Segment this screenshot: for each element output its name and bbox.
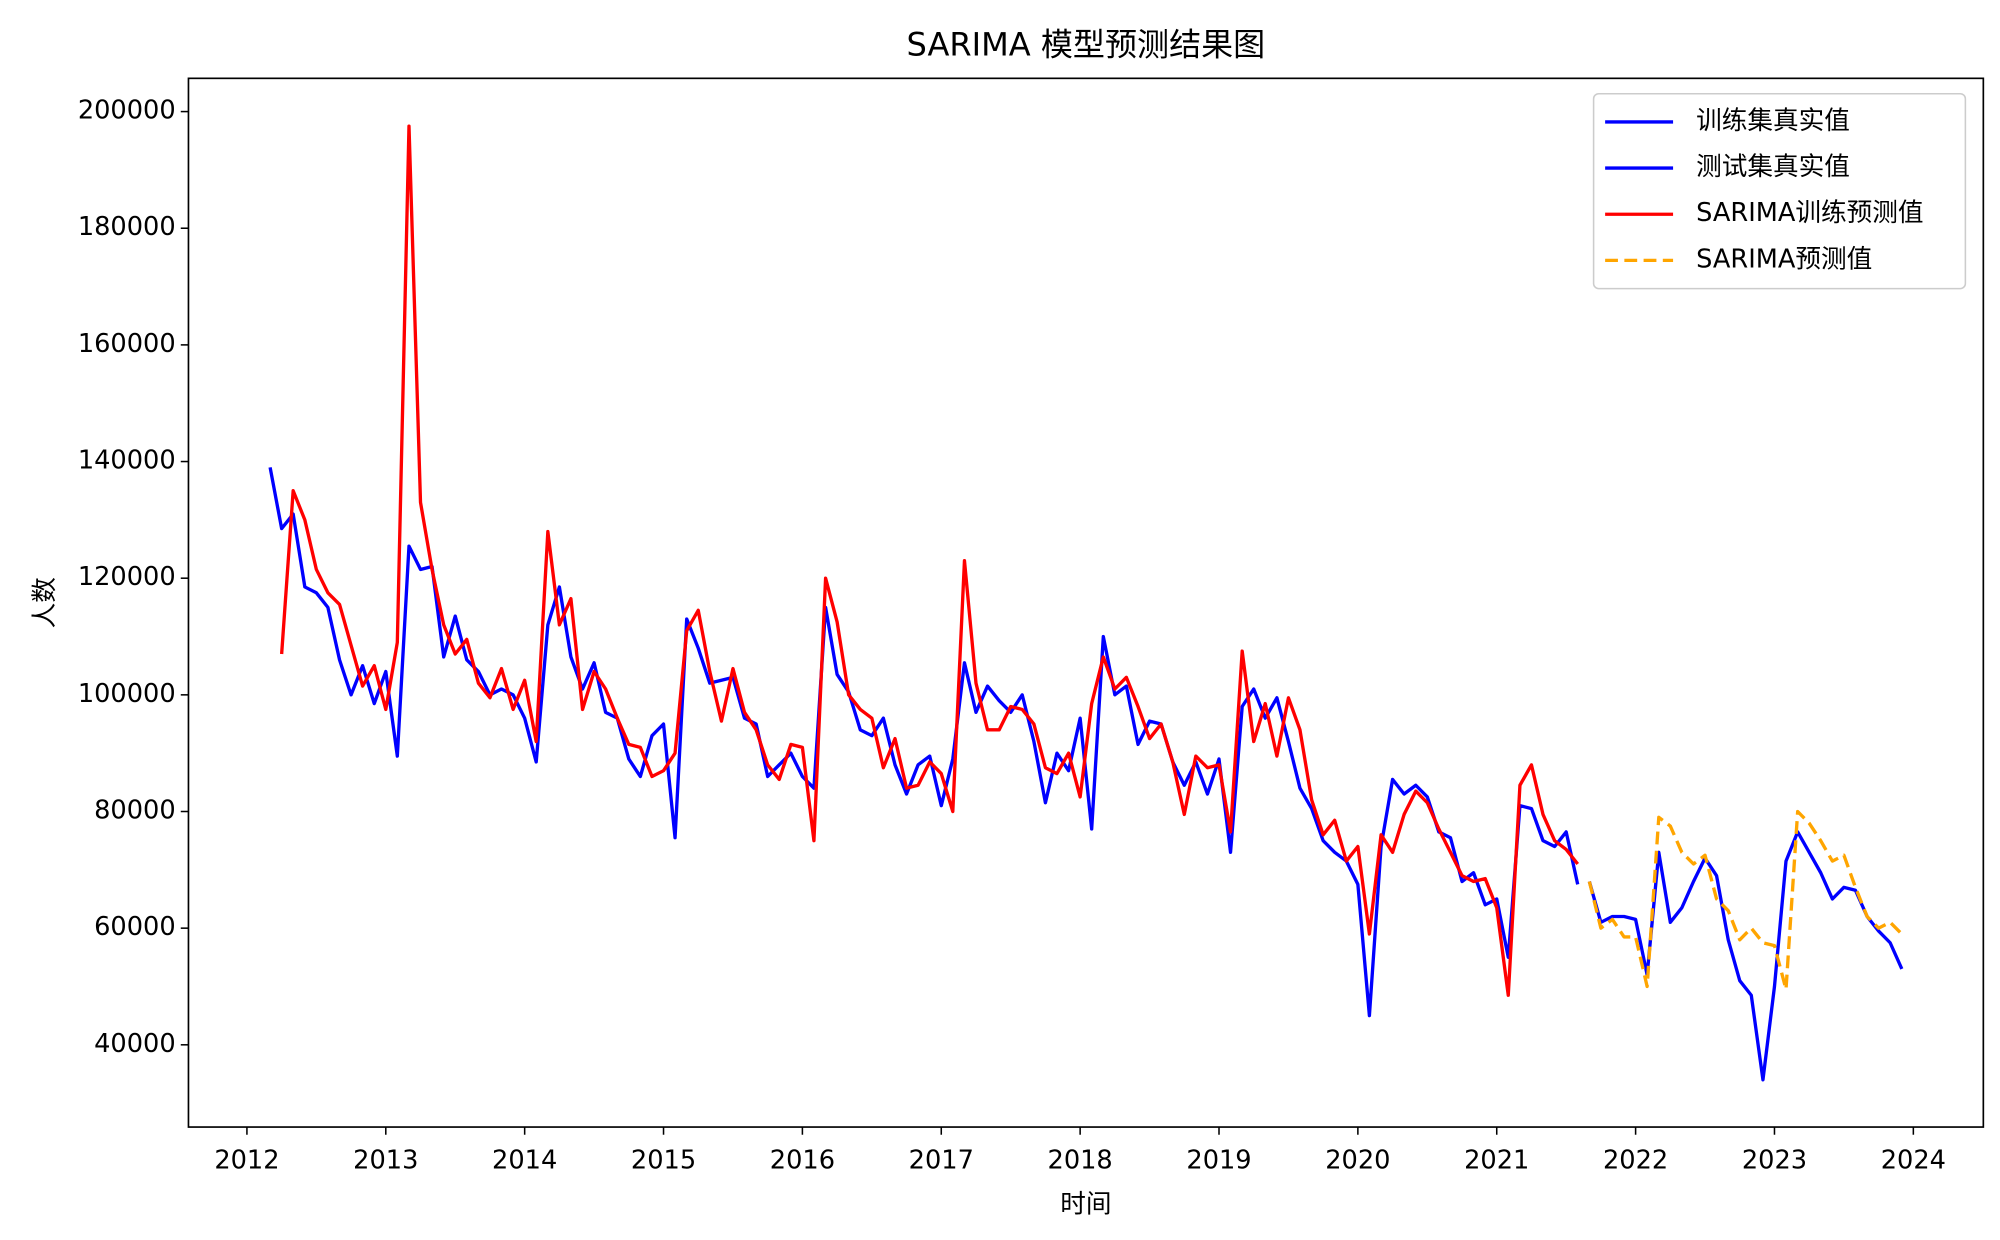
x-tick-label: 2018 bbox=[1048, 1146, 1113, 1176]
x-tick-label: 2022 bbox=[1603, 1146, 1668, 1176]
y-tick-label: 120000 bbox=[78, 562, 176, 592]
y-tick-label: 140000 bbox=[78, 446, 176, 476]
series-line bbox=[1587, 809, 1903, 992]
y-tick-label: 160000 bbox=[78, 329, 176, 359]
chart-title: SARIMA 模型预测结果图 bbox=[907, 25, 1266, 63]
x-tick-label: 2023 bbox=[1742, 1146, 1807, 1176]
series-line bbox=[1587, 830, 1904, 1082]
plot-frame bbox=[187, 77, 1985, 1128]
y-tick-label: 40000 bbox=[94, 1029, 176, 1059]
y-tick-label: 60000 bbox=[94, 912, 176, 942]
x-tick-label: 2019 bbox=[1186, 1146, 1251, 1176]
legend-label: SARIMA训练预测值 bbox=[1696, 198, 1923, 228]
legend-label: SARIMA预测值 bbox=[1696, 244, 1872, 274]
y-axis-label: 人数 bbox=[30, 577, 60, 628]
x-tick-label: 2020 bbox=[1325, 1146, 1390, 1176]
y-tick-label: 200000 bbox=[78, 96, 176, 126]
y-tick-label: 180000 bbox=[78, 212, 176, 242]
x-tick-label: 2016 bbox=[770, 1146, 835, 1176]
legend-label: 测试集真实值 bbox=[1696, 152, 1850, 182]
x-tick-label: 2021 bbox=[1464, 1146, 1529, 1176]
y-tick-label: 100000 bbox=[78, 679, 176, 709]
x-tick-label: 2015 bbox=[631, 1146, 696, 1176]
x-tick-label: 2017 bbox=[909, 1146, 974, 1176]
series-line bbox=[279, 124, 1580, 997]
x-tick-label: 2012 bbox=[214, 1146, 279, 1176]
x-tick-label: 2014 bbox=[492, 1146, 557, 1176]
legend-label: 训练集真实值 bbox=[1696, 106, 1850, 136]
y-tick-label: 80000 bbox=[94, 796, 176, 826]
series-line bbox=[268, 467, 1580, 1018]
legend-box bbox=[1592, 92, 1967, 290]
x-tick-label: 2013 bbox=[353, 1146, 418, 1176]
x-axis-label: 时间 bbox=[1060, 1189, 1111, 1219]
x-tick-label: 2024 bbox=[1881, 1146, 1946, 1176]
